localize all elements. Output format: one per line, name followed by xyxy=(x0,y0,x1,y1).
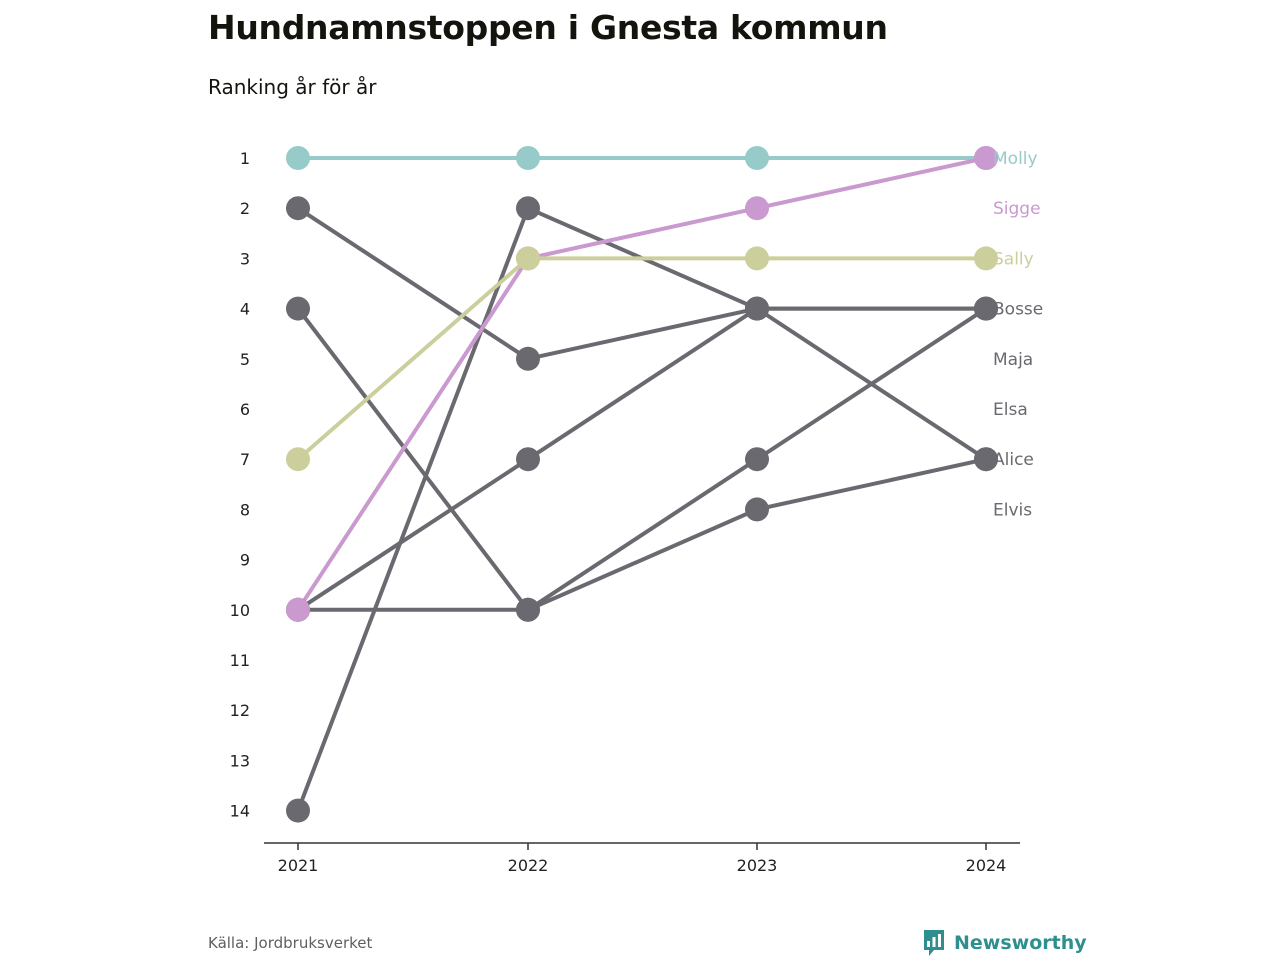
y-tick-label: 6 xyxy=(240,400,250,419)
data-point-sally xyxy=(745,246,769,271)
chart-subtitle: Ranking år för år xyxy=(208,75,377,99)
y-tick-label: 4 xyxy=(240,300,250,319)
y-tick-label: 11 xyxy=(230,651,250,670)
series-points xyxy=(286,146,998,823)
bar-chart-icon xyxy=(924,930,944,956)
brand-logo[interactable]: Newsworthy xyxy=(922,928,1087,958)
data-point-elvis xyxy=(516,597,540,622)
series-line-alice xyxy=(296,306,988,612)
data-point-bosse xyxy=(286,196,310,221)
x-axis: 2021 2022 2023 2024 xyxy=(264,842,1020,875)
y-tick-label: 7 xyxy=(240,450,250,469)
series-label-sigge: Sigge xyxy=(993,199,1041,219)
series-label-bosse: Bosse xyxy=(993,300,1043,320)
data-point-molly xyxy=(516,146,540,170)
series-line-bosse xyxy=(296,206,986,361)
series-label-sally: Sally xyxy=(993,249,1034,269)
y-tick-label: 5 xyxy=(240,350,250,369)
brand-name: Newsworthy xyxy=(954,932,1087,954)
data-point-molly xyxy=(286,146,310,170)
data-point-sally xyxy=(974,246,998,271)
data-point-maja xyxy=(516,447,540,472)
data-point-alice xyxy=(745,447,769,472)
y-tick-label: 10 xyxy=(230,601,250,620)
data-point-alice xyxy=(286,296,310,321)
y-tick-label: 2 xyxy=(240,199,250,218)
y-tick-label: 1 xyxy=(240,149,250,168)
series-label-alice: Alice xyxy=(993,450,1034,470)
data-point-elsa xyxy=(745,296,769,321)
data-point-molly xyxy=(745,146,769,170)
source-note: Källa: Jordbruksverket xyxy=(208,934,373,952)
data-point-sigge xyxy=(745,196,769,221)
series-labels: Molly Sigge Sally Bosse Maja Elsa Alice Elvis xyxy=(993,149,1043,520)
y-tick-label: 9 xyxy=(240,551,250,570)
x-tick-label: 2024 xyxy=(966,856,1007,875)
data-point-sigge xyxy=(286,597,310,622)
data-point-elvis xyxy=(745,497,769,522)
data-point-sally xyxy=(286,447,310,472)
data-point-alice xyxy=(974,296,998,321)
y-tick-label: 14 xyxy=(230,802,250,821)
series-line-elsa xyxy=(296,206,988,812)
y-tick-label: 13 xyxy=(230,751,250,770)
series-label-maja: Maja xyxy=(993,350,1033,370)
series-line-sally xyxy=(296,256,986,461)
data-point-elsa xyxy=(516,196,540,221)
chart-title: Hundnamnstoppen i Gnesta kommun xyxy=(208,8,888,47)
series-label-elvis: Elvis xyxy=(993,500,1032,520)
data-point-bosse xyxy=(516,346,540,371)
y-tick-label: 3 xyxy=(240,249,250,268)
data-point-elvis xyxy=(974,447,998,472)
x-tick-label: 2022 xyxy=(508,856,549,875)
series-line-maja xyxy=(296,306,986,612)
series-line-elvis xyxy=(298,457,987,612)
data-point-sigge xyxy=(974,146,998,170)
series-label-molly: Molly xyxy=(993,149,1038,169)
y-tick-label: 12 xyxy=(230,701,250,720)
y-tick-label: 8 xyxy=(240,500,250,519)
x-tick-label: 2023 xyxy=(737,856,778,875)
series-label-elsa: Elsa xyxy=(993,400,1028,420)
series-line-sigge xyxy=(296,156,987,611)
data-point-sally xyxy=(516,246,540,271)
x-tick-label: 2021 xyxy=(278,856,319,875)
series-lines xyxy=(296,156,988,812)
data-point-elsa xyxy=(286,798,310,823)
